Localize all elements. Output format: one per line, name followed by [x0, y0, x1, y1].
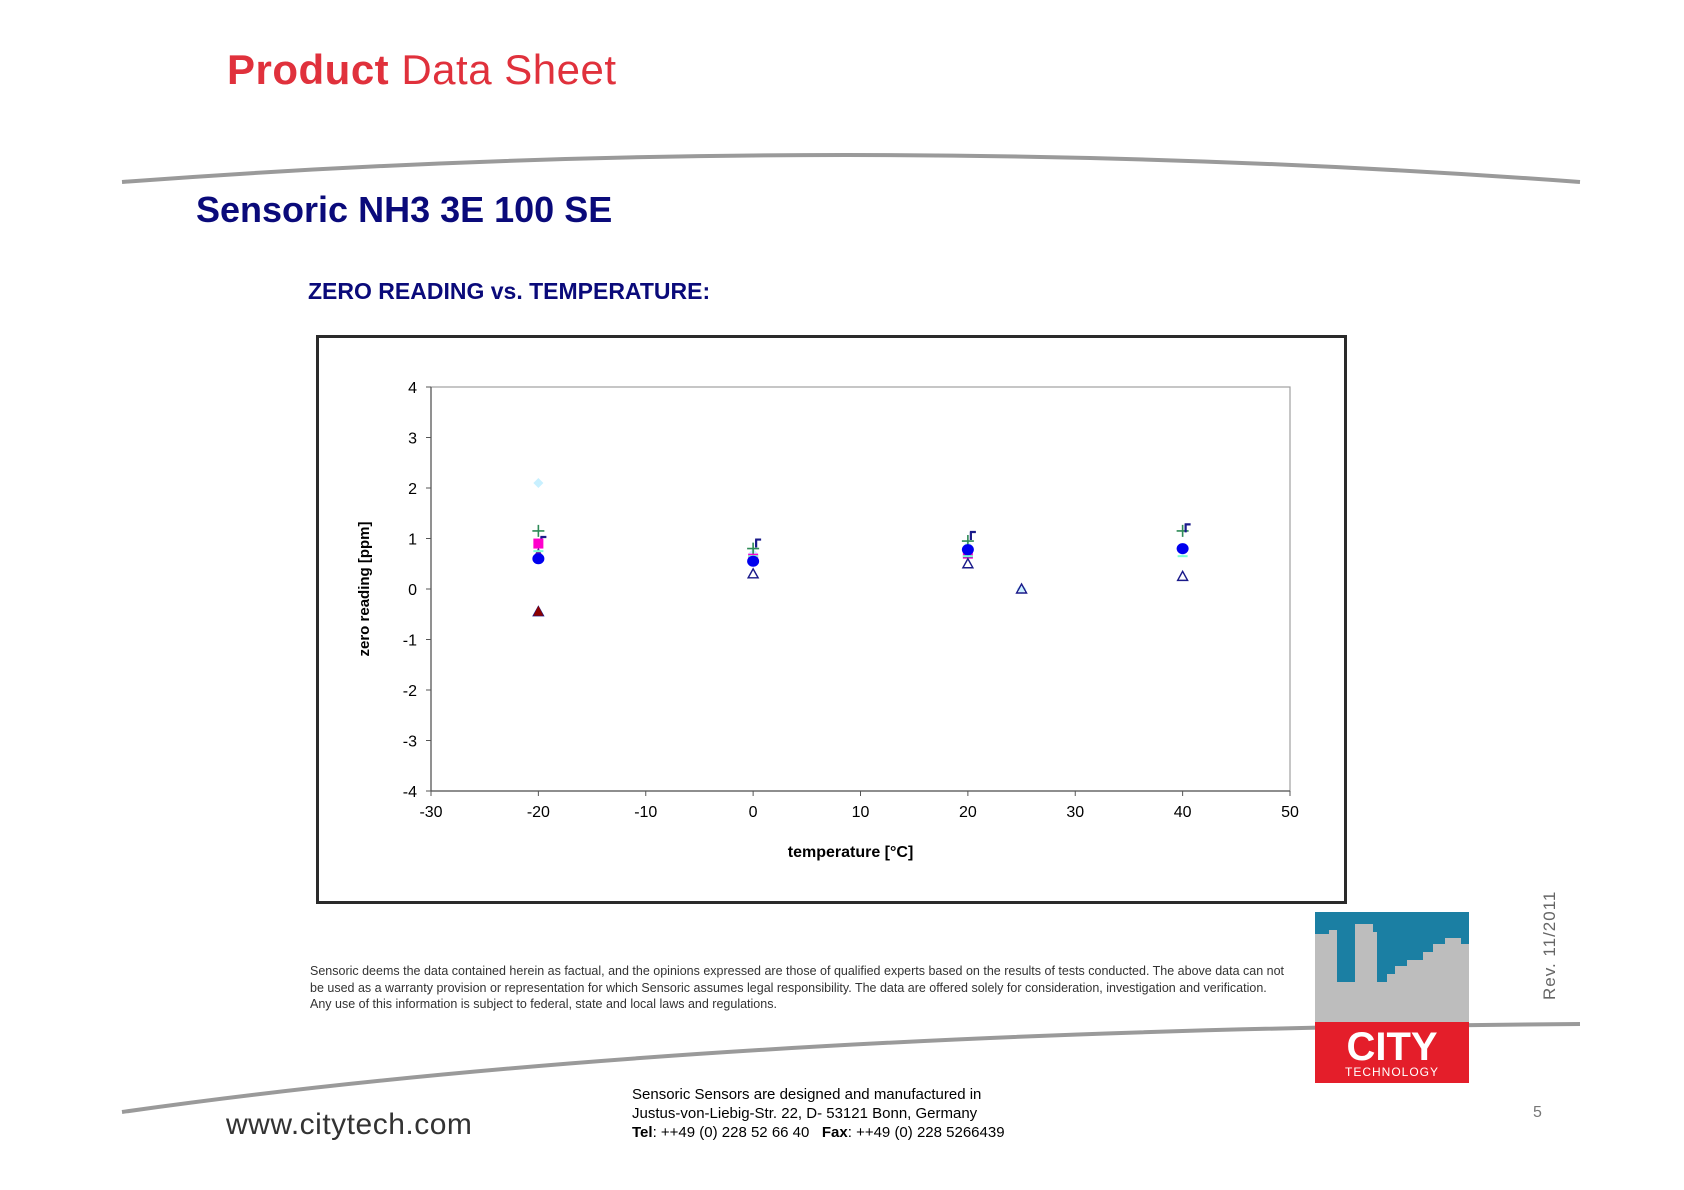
footer-contact: Sensoric Sensors are designed and manufa…: [632, 1085, 1005, 1142]
data-point-circle: [961, 544, 974, 556]
revision-label: Rev. 11/2011: [1540, 890, 1559, 1000]
page-number: 5: [1533, 1104, 1542, 1121]
data-point-diamond: [533, 477, 544, 488]
footer-phone-fax: Tel: ++49 (0) 228 52 66 40 Fax: ++49 (0)…: [632, 1123, 1005, 1142]
data-point-triangle-filled: [533, 605, 544, 616]
data-point-plus: [747, 542, 760, 555]
logo-sub-text: TECHNOLOGY: [1345, 1065, 1439, 1079]
logo-main-text: CITY: [1346, 1025, 1437, 1069]
footer-line-2: Justus-von-Liebig-Str. 22, D- 53121 Bonn…: [632, 1105, 978, 1122]
data-point-triangle-open: [746, 567, 760, 579]
footer-line-1: Sensoric Sensors are designed and manufa…: [632, 1086, 982, 1103]
data-point-circle: [1176, 543, 1189, 555]
x-tick-label: 30: [1066, 804, 1084, 821]
plot-area: [430, 386, 1291, 792]
y-tick-label: -1: [403, 633, 417, 650]
data-point-bar: [755, 538, 762, 548]
y-tick-label: 2: [408, 481, 417, 498]
x-tick-label: 20: [959, 804, 977, 821]
section-title: ZERO READING vs. TEMPERATURE:: [308, 278, 711, 304]
header-title-bold: Product: [227, 46, 390, 93]
data-point-circle: [747, 555, 760, 567]
data-point-plus: [532, 524, 545, 537]
disclaimer-text: Sensoric deems the data contained herein…: [310, 964, 1285, 1011]
fax-label: Fax: [821, 1124, 848, 1141]
data-point-triangle-open: [961, 557, 975, 569]
data-point-triangle-open: [1176, 569, 1189, 582]
data-point-circle: [532, 553, 545, 565]
tel-label: Tel: [632, 1124, 653, 1141]
data-point-diamond: [1016, 584, 1027, 594]
tel-value: : ++49 (0) 228 52 66 40: [652, 1124, 810, 1141]
header-title: Product Data Sheet: [227, 46, 617, 94]
y-tick-label: 4: [408, 380, 417, 397]
x-tick-label: -30: [419, 804, 442, 821]
data-point-bar: [1184, 523, 1191, 533]
chart-frame: [316, 335, 1347, 904]
website-link[interactable]: www.citytech.com: [226, 1108, 473, 1141]
y-axis-label: zero reading [ppm]: [356, 521, 373, 656]
header-title-rest: Data Sheet: [401, 46, 617, 93]
data-point-triangle-open: [1015, 582, 1028, 594]
city-technology-logo: CITY TECHNOLOGY: [1315, 912, 1469, 1083]
x-tick-label: 50: [1281, 804, 1299, 821]
document-title: Sensoric NH3 3E 100 SE: [196, 189, 613, 230]
data-point-plus: [1176, 524, 1189, 537]
x-axis-label: temperature [°C]: [788, 844, 914, 861]
fax-value: : ++49 (0) 228 5266439: [847, 1124, 1005, 1141]
y-tick-label: 0: [408, 582, 417, 599]
y-tick-label: 3: [408, 431, 417, 448]
y-tick-label: -2: [403, 683, 417, 700]
x-tick-label: 0: [749, 804, 758, 821]
x-tick-label: -20: [527, 804, 550, 821]
y-tick-label: 1: [408, 532, 417, 549]
x-tick-label: 40: [1174, 804, 1192, 821]
x-tick-label: -10: [634, 804, 657, 821]
data-point-bar: [969, 530, 976, 540]
x-tick-label: 10: [852, 804, 870, 821]
y-tick-label: -3: [403, 734, 417, 751]
data-point-square: [533, 538, 544, 549]
y-tick-label: -4: [403, 784, 417, 801]
